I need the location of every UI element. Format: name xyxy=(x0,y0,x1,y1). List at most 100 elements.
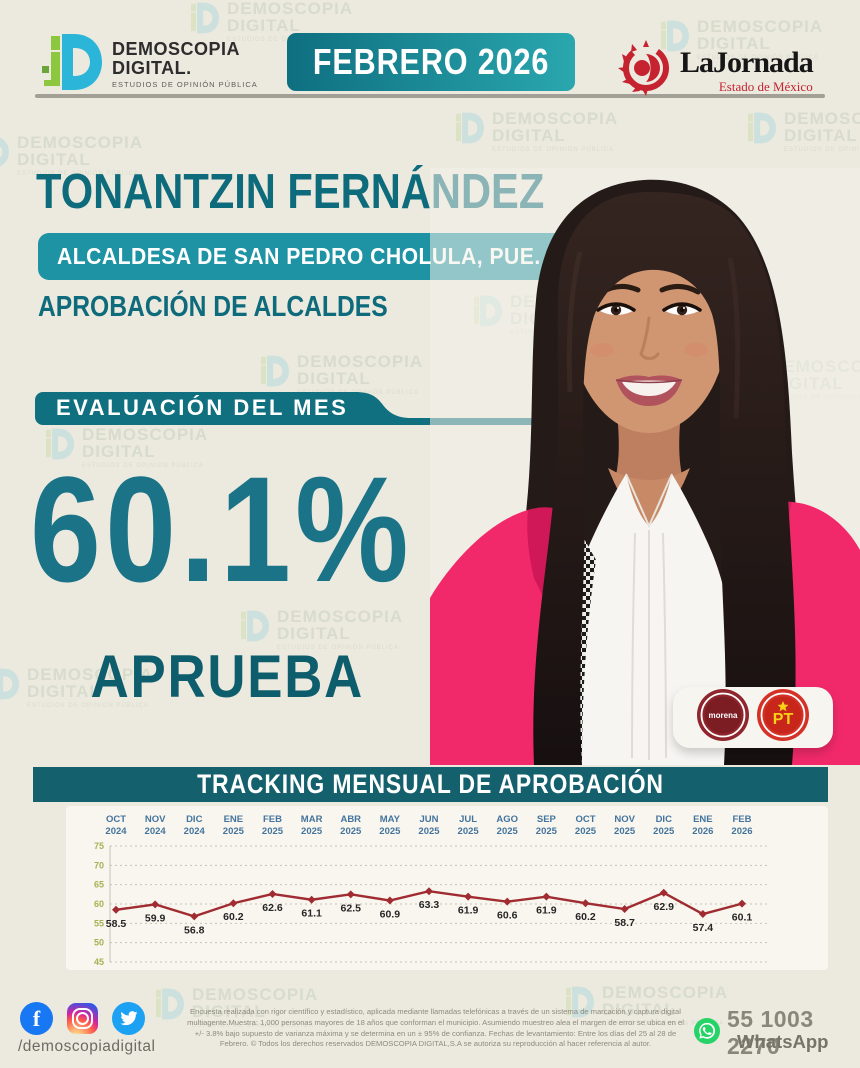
tracking-line-chart: 75706560555045OCT2024NOV2024DIC2024ENE20… xyxy=(94,814,770,967)
pt-logo: PT xyxy=(756,688,810,747)
chart-value-labels: 58.5 59.9 56.8 60.2 62.6 61.1 62.5 60.9 63.3 61.9… xyxy=(106,899,753,936)
brand-logo: DEMOSCOPIA DIGITAL. ESTUDIOS DE OPINIÓN … xyxy=(40,30,258,99)
svg-text:56.8: 56.8 xyxy=(184,924,205,936)
svg-text:60: 60 xyxy=(94,899,104,909)
svg-text:61.9: 61.9 xyxy=(536,905,557,917)
svg-text:FEB: FEB xyxy=(733,814,752,825)
svg-text:OCT: OCT xyxy=(575,814,595,825)
partner-logo: LaJornada Estado de México xyxy=(616,38,814,103)
svg-text:JUN: JUN xyxy=(419,814,438,825)
svg-text:MAR: MAR xyxy=(301,814,323,825)
evaluation-label: EVALUACIÓN DEL MES xyxy=(56,395,349,420)
svg-text:60.6: 60.6 xyxy=(497,910,518,922)
svg-text:2025: 2025 xyxy=(575,826,597,837)
svg-text:50: 50 xyxy=(94,938,104,948)
lajornada-sun-icon xyxy=(616,38,674,103)
brand-line1: DEMOSCOPIA xyxy=(112,38,241,59)
facebook-icon[interactable]: f xyxy=(20,1002,53,1035)
svg-text:2025: 2025 xyxy=(536,826,558,837)
svg-text:2025: 2025 xyxy=(458,826,480,837)
morena-logo: morena xyxy=(696,688,750,747)
svg-text:ENE: ENE xyxy=(224,814,244,825)
date-banner: FEBRERO 2026 xyxy=(287,33,575,91)
chart-title: TRACKING MENSUAL DE APROBACIÓN xyxy=(197,769,664,799)
svg-text:2025: 2025 xyxy=(614,826,636,837)
partner-name: LaJornada xyxy=(680,46,814,79)
svg-text:SEP: SEP xyxy=(537,814,557,825)
svg-text:2025: 2025 xyxy=(418,826,440,837)
svg-text:2025: 2025 xyxy=(653,826,675,837)
svg-text:61.1: 61.1 xyxy=(301,908,322,920)
svg-text:60.2: 60.2 xyxy=(575,911,596,923)
chart-title-banner: TRACKING MENSUAL DE APROBACIÓN xyxy=(33,767,828,802)
svg-text:60.1: 60.1 xyxy=(732,912,753,924)
svg-text:61.9: 61.9 xyxy=(458,905,479,917)
svg-text:60.9: 60.9 xyxy=(380,909,401,921)
svg-text:ENE: ENE xyxy=(693,814,713,825)
svg-text:NOV: NOV xyxy=(145,814,166,825)
brand-text: DEMOSCOPIA DIGITAL. ESTUDIOS DE OPINIÓN … xyxy=(112,38,258,90)
svg-text:DIC: DIC xyxy=(656,814,673,825)
methodology-disclaimer: Encuesta realizada con rigor científico … xyxy=(187,1007,684,1049)
chart-markers xyxy=(112,887,746,921)
svg-text:45: 45 xyxy=(94,957,104,967)
svg-text:ABR: ABR xyxy=(340,814,361,825)
svg-text:NOV: NOV xyxy=(614,814,635,825)
mayor-portrait-photo xyxy=(430,168,860,765)
social-handle[interactable]: /demoscopiadigital xyxy=(18,1038,156,1055)
svg-text:morena: morena xyxy=(709,711,738,720)
svg-text:62.6: 62.6 xyxy=(262,902,283,914)
svg-text:2026: 2026 xyxy=(731,826,752,837)
twitter-icon[interactable] xyxy=(112,1002,145,1035)
party-logos-pill: morena PT xyxy=(673,687,833,748)
whatsapp-icon xyxy=(694,1017,720,1049)
svg-text:2025: 2025 xyxy=(301,826,323,837)
instagram-icon[interactable] xyxy=(67,1003,98,1034)
whatsapp-label: WhatsApp xyxy=(737,1031,829,1052)
date-banner-label: FEBRERO 2026 xyxy=(312,41,550,82)
chart-ytick-labels: 75 70 65 60 55 50 45 xyxy=(94,841,104,967)
svg-text:DIC: DIC xyxy=(186,814,203,825)
social-icons: f xyxy=(20,1002,145,1035)
svg-text:57.4: 57.4 xyxy=(693,922,714,934)
svg-text:70: 70 xyxy=(94,860,104,870)
whatsapp-contact[interactable]: 55 1003 2270 xyxy=(694,1006,860,1060)
approval-verdict: APRUEBA xyxy=(90,643,365,710)
partner-subtitle: Estado de México xyxy=(718,79,813,94)
brand-tagline: ESTUDIOS DE OPINIÓN PÚBLICA xyxy=(112,80,258,90)
svg-text:75: 75 xyxy=(94,841,104,851)
evaluation-banner-shape xyxy=(35,392,595,431)
svg-text:AGO: AGO xyxy=(496,814,518,825)
svg-text:PT: PT xyxy=(773,711,794,728)
header-divider xyxy=(35,94,825,98)
svg-text:62.5: 62.5 xyxy=(341,902,362,914)
svg-text:55: 55 xyxy=(94,918,104,928)
svg-text:2024: 2024 xyxy=(184,826,206,837)
tracking-chart-card: 75 70 65 60 55 50 45 OCT 2024 NOV 2024 DIC 2024 ENE 20… xyxy=(66,806,828,970)
svg-text:2025: 2025 xyxy=(497,826,519,837)
section-title: APROBACIÓN DE ALCALDES xyxy=(38,291,388,323)
svg-text:2025: 2025 xyxy=(340,826,362,837)
svg-text:58.7: 58.7 xyxy=(614,917,635,929)
partner-text: LaJornada Estado de México xyxy=(680,46,814,94)
svg-text:59.9: 59.9 xyxy=(145,912,166,924)
chart-month-labels: OCT2024NOV2024DIC2024ENE2025FEB2025MAR20… xyxy=(105,814,752,837)
svg-text:2025: 2025 xyxy=(223,826,245,837)
svg-text:2025: 2025 xyxy=(262,826,284,837)
svg-text:OCT: OCT xyxy=(106,814,126,825)
svg-text:60.2: 60.2 xyxy=(223,911,244,923)
svg-text:2024: 2024 xyxy=(145,826,167,837)
demoscopia-logo-icon xyxy=(40,30,102,99)
svg-text:JUL: JUL xyxy=(459,814,477,825)
chart-gridlines xyxy=(109,845,770,963)
svg-text:63.3: 63.3 xyxy=(419,899,440,911)
svg-text:2024: 2024 xyxy=(105,826,127,837)
svg-text:58.5: 58.5 xyxy=(106,918,127,930)
svg-text:2025: 2025 xyxy=(379,826,401,837)
svg-text:MAY: MAY xyxy=(380,814,401,825)
svg-text:FEB: FEB xyxy=(263,814,282,825)
